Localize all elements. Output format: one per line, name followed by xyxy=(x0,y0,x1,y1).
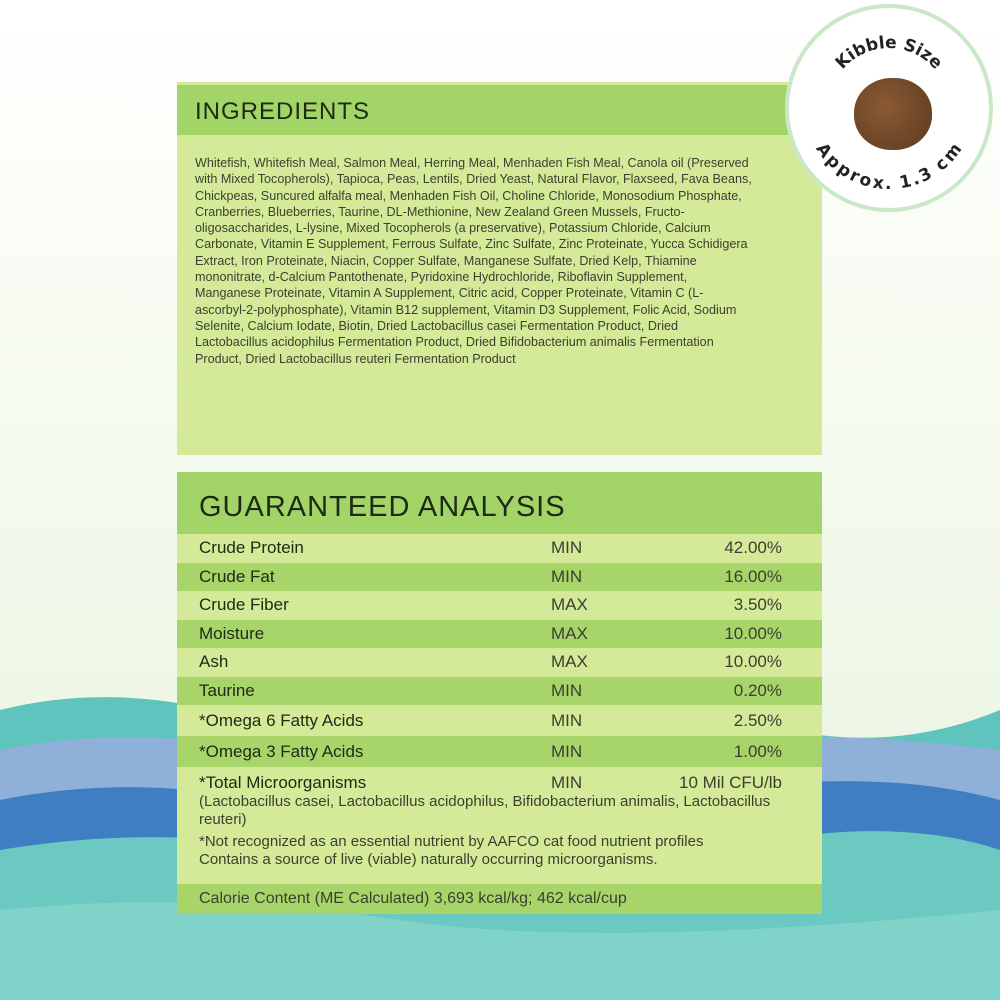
analysis-row: *Omega 3 Fatty Acids MIN 1.00% xyxy=(177,736,822,767)
nutrient-type: MIN xyxy=(551,741,583,761)
nutrient-type: MAX xyxy=(551,623,588,643)
nutrient-value: 16.00% xyxy=(724,566,782,586)
analysis-row: Crude Fiber MAX 3.50% xyxy=(177,591,822,620)
nutrient-type: MIN xyxy=(551,773,583,792)
nutrient-value: 10 Mil CFU/lb xyxy=(679,773,782,792)
nutrient-name: Moisture xyxy=(199,623,265,643)
live-culture-note: Contains a source of live (viable) natur… xyxy=(199,851,658,868)
nutrient-type: MAX xyxy=(551,595,588,615)
nutrient-name: *Total Microorganisms xyxy=(199,773,367,792)
nutrient-type: MIN xyxy=(551,538,583,558)
analysis-title: GUARANTEED ANALYSIS xyxy=(177,472,822,534)
analysis-row: *Omega 6 Fatty Acids MIN 2.50% xyxy=(177,705,822,736)
nutrient-type: MIN xyxy=(551,566,583,586)
nutrient-name: Crude Fiber xyxy=(199,595,289,615)
analysis-row: Taurine MIN 0.20% xyxy=(177,676,822,705)
ingredients-text: Whitefish, Whitefish Meal, Salmon Meal, … xyxy=(195,156,752,366)
nutrient-name: *Omega 6 Fatty Acids xyxy=(199,710,364,730)
nutrient-value: 0.20% xyxy=(733,680,782,700)
nutrient-value: 42.00% xyxy=(724,538,782,558)
guaranteed-analysis-panel: GUARANTEED ANALYSIS Crude Protein MIN 42.0… xyxy=(177,472,822,914)
badge-text-ring: Kibble Size Approx. 1.3 cm xyxy=(812,33,967,194)
nutrient-name: Taurine xyxy=(199,680,255,700)
nutrient-value: 2.50% xyxy=(733,710,782,730)
nutrient-name: Crude Fat xyxy=(199,566,275,586)
nutrient-type: MIN xyxy=(551,710,583,730)
nutrient-name: *Omega 3 Fatty Acids xyxy=(199,741,364,761)
nutrient-value: 10.00% xyxy=(724,652,782,672)
microorganisms-row: *Total Microorganisms MIN 10 Mil CFU/lb … xyxy=(177,767,822,869)
kibble-image xyxy=(854,78,932,150)
analysis-row: Ash MAX 10.00% xyxy=(177,648,822,677)
nutrient-type: MIN xyxy=(551,680,583,700)
calorie-content: Calorie Content (ME Calculated) 3,693 kc… xyxy=(177,884,822,914)
kibble-size-badge: Kibble Size Approx. 1.3 cm xyxy=(785,4,993,212)
nutrient-type: MAX xyxy=(551,652,588,672)
ingredients-panel: INGREDIENTS Whitefish, Whitefish Meal, S… xyxy=(177,82,822,455)
strains-text: (Lactobacillus casei, Lactobacillus acid… xyxy=(199,793,771,828)
nutrient-value: 3.50% xyxy=(733,595,782,615)
nutrient-value: 1.00% xyxy=(733,741,782,761)
analysis-row: Crude Protein MIN 42.00% xyxy=(177,534,822,563)
analysis-row: Moisture MAX 10.00% xyxy=(177,619,822,648)
nutrient-value: 10.00% xyxy=(724,623,782,643)
nutrient-name: Ash xyxy=(199,652,229,672)
nutrient-name: Crude Protein xyxy=(199,538,304,558)
ingredients-title: INGREDIENTS xyxy=(177,85,822,135)
svg-text:Kibble Size: Kibble Size xyxy=(832,33,947,74)
analysis-row: Crude Fat MIN 16.00% xyxy=(177,562,822,591)
aafco-note: *Not recognized as an essential nutrient… xyxy=(199,833,704,850)
badge-top-text: Kibble Size xyxy=(832,33,947,74)
